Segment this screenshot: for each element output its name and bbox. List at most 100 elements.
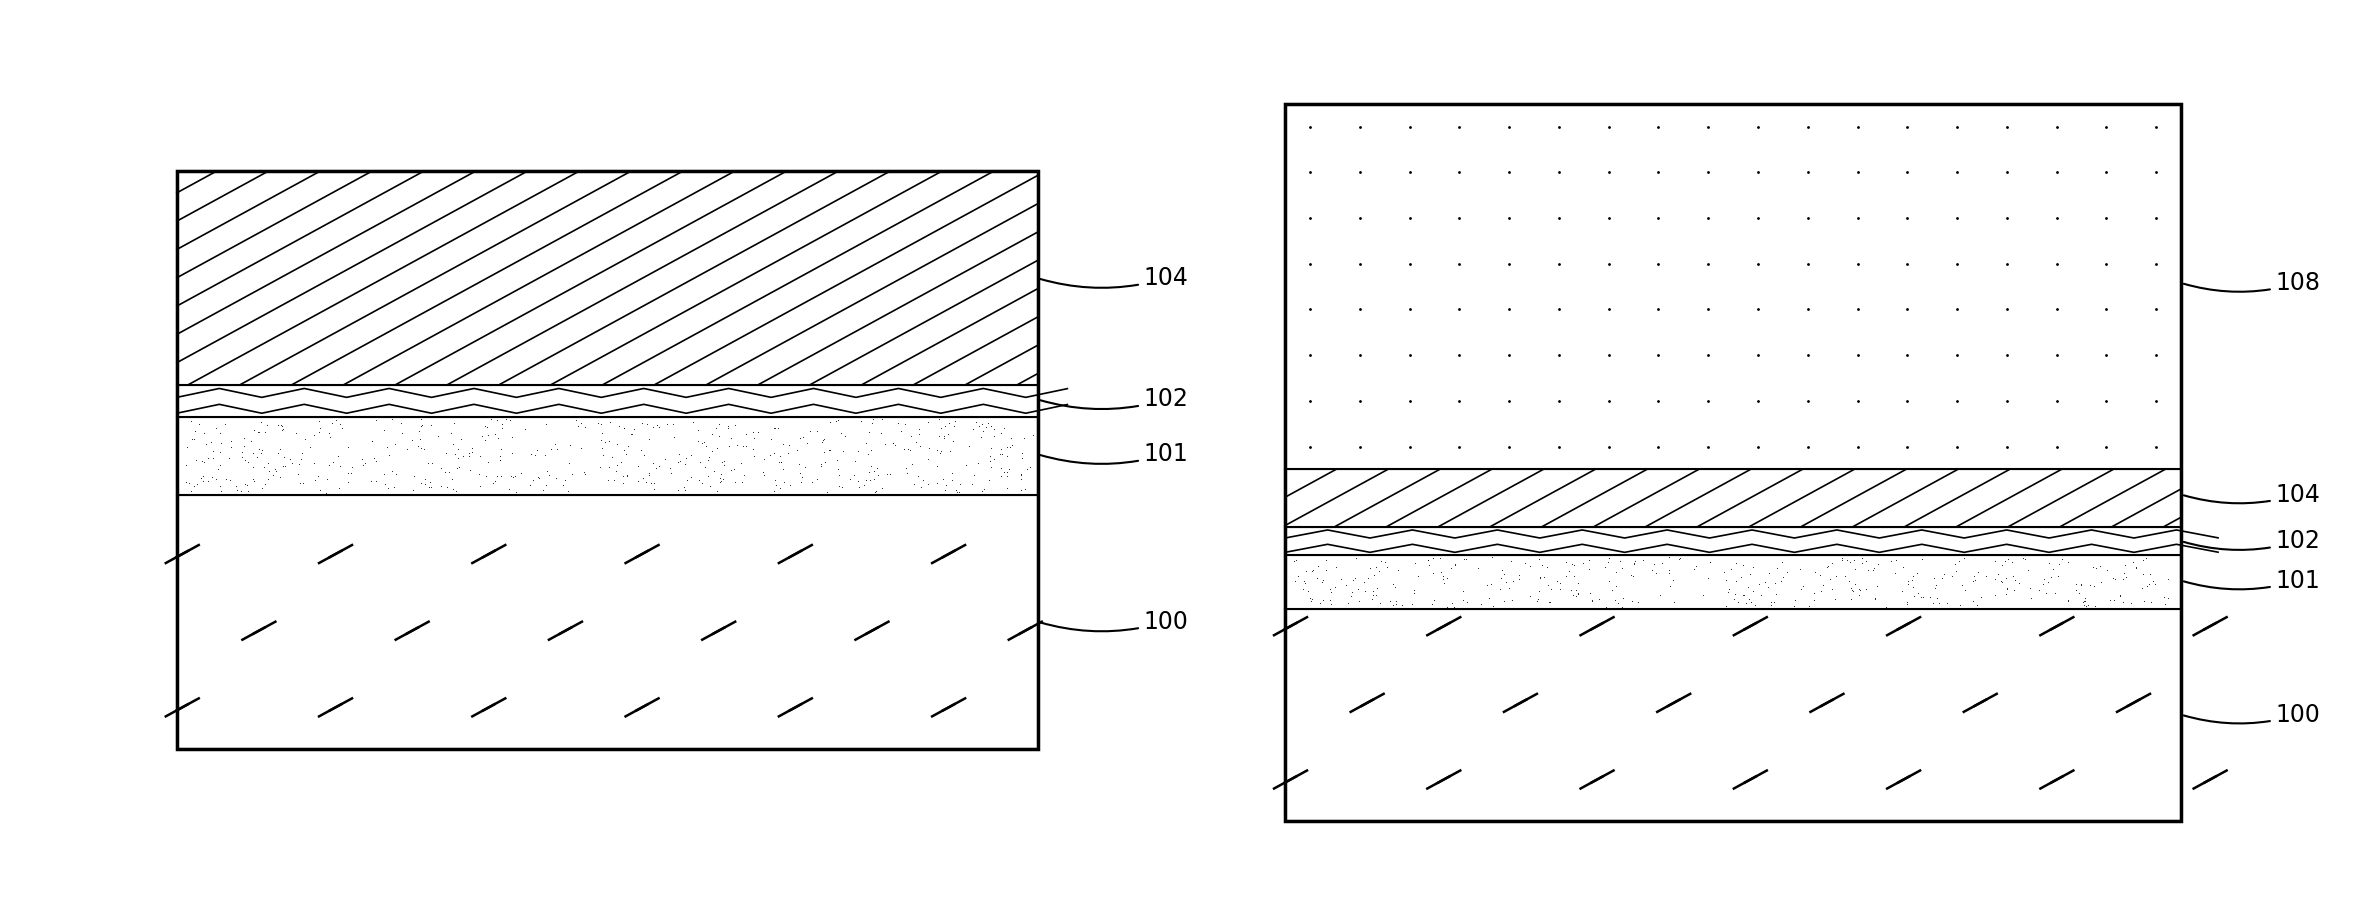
Point [318,449,356,464]
Point [2000,576,2037,591]
Point [1634,557,1672,571]
Point [450,463,488,477]
Point [443,448,481,463]
Point [597,465,634,479]
Point [1596,594,1634,608]
Point [955,421,993,436]
Point [1988,570,2026,584]
Point [373,464,410,478]
Point [736,430,773,445]
Point [729,427,766,441]
Point [941,477,979,492]
Point [229,455,266,469]
Point [894,456,931,471]
Point [365,423,403,437]
Point [1919,595,1957,610]
Point [969,416,1007,430]
Point [1809,559,1846,574]
Point [259,446,297,460]
Point [238,449,276,464]
Point [1691,571,1728,585]
Point [1554,587,1592,602]
Point [1290,584,1328,598]
Point [498,469,535,483]
Point [462,449,500,464]
Point [1615,557,1653,571]
Point [851,425,889,439]
Point [1988,586,2026,601]
Point [1533,582,1570,596]
Point [764,462,802,476]
Point [210,450,248,465]
Point [821,467,858,482]
Point [2106,566,2143,581]
Point [1337,571,1375,585]
Point [660,454,698,468]
Point [450,448,488,463]
Point [757,473,795,487]
Point [1945,551,1983,566]
Point [1877,566,1915,580]
Point [561,440,599,455]
Point [262,470,299,484]
Point [847,436,884,450]
Point [179,477,217,492]
Point [1903,590,1941,604]
Point [1615,557,1653,571]
Point [1372,594,1410,608]
Point [660,455,698,469]
Point [757,477,795,492]
Point [427,465,465,479]
Point [200,445,238,459]
Point [835,467,872,482]
Point [637,482,674,496]
Point [236,474,274,489]
Point [665,456,703,471]
Point [193,470,231,484]
Point [993,431,1030,446]
Point [950,439,988,454]
Point [2125,594,2162,608]
Point [566,419,604,434]
Point [2125,553,2162,567]
Point [875,436,913,450]
Point [1351,561,1389,575]
Point [839,474,877,489]
Point [924,431,962,446]
Point [2096,571,2134,585]
Point [887,417,924,431]
Point [1396,586,1434,601]
Point [1936,564,1974,578]
Point [733,425,771,439]
Point [750,448,788,463]
Point [1346,575,1384,589]
Point [1587,559,1625,574]
Point [757,420,795,435]
Point [927,483,964,498]
Point [248,418,285,432]
Point [1353,592,1391,606]
Point [436,446,474,461]
Point [396,468,434,483]
Point [358,412,396,427]
Point [439,461,476,475]
Point [971,419,1009,433]
Point [547,473,585,487]
Point [1469,577,1507,592]
Point [1511,589,1549,603]
Point [1552,583,1589,597]
Point [1559,586,1596,601]
Point [358,474,396,489]
Point [929,427,967,441]
Point [1660,552,1698,566]
Point [620,459,658,474]
Point [1436,558,1474,573]
Point [1599,596,1636,611]
Point [332,460,370,474]
Point [462,479,500,493]
Point [922,446,960,460]
Point [318,413,356,428]
Point [2146,596,2184,611]
Point [1842,588,1879,603]
Point [1835,553,1872,567]
